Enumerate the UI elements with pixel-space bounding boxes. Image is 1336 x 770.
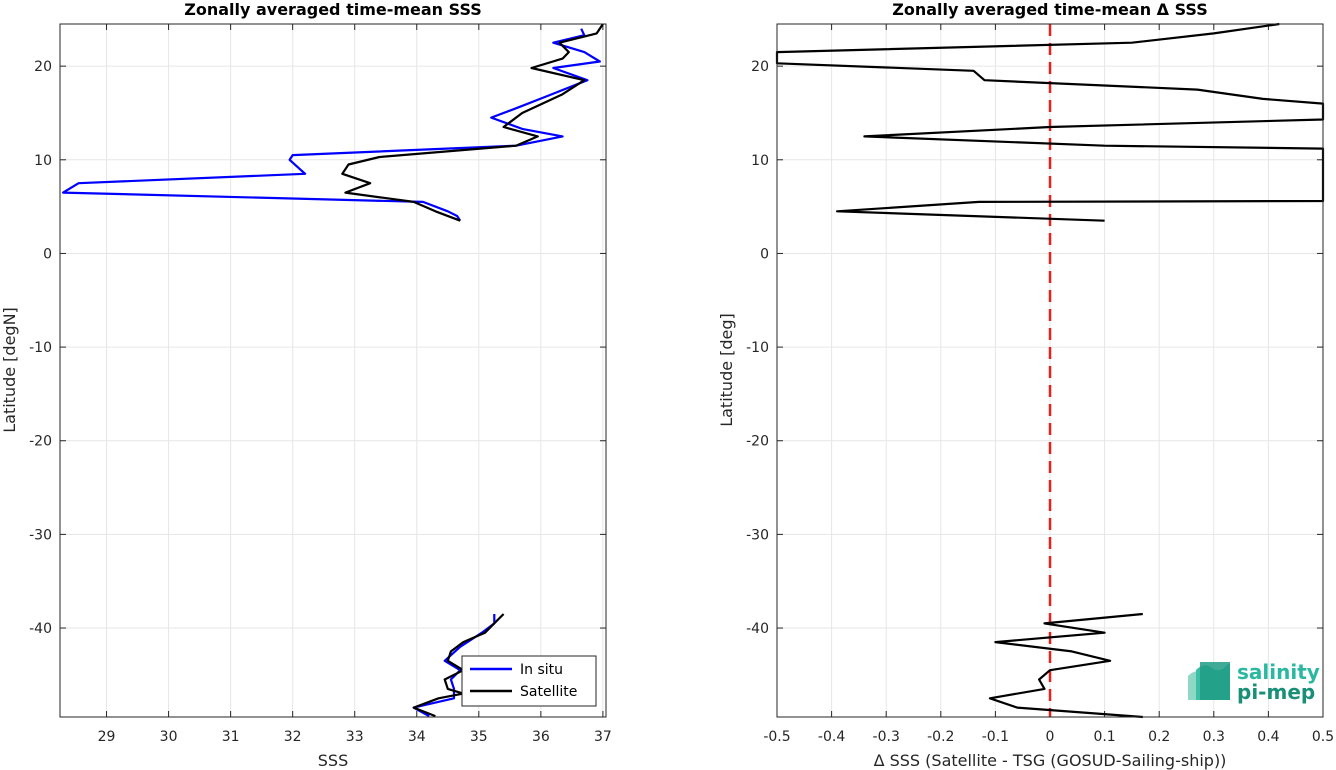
left-x-tick-label: 37 (594, 729, 612, 745)
logo-line1: salinity (1237, 660, 1320, 684)
right-y-tick-label: 10 (751, 153, 769, 169)
right-chart-title: Zonally averaged time-mean Δ SSS (892, 0, 1208, 19)
left-series-line-satellite-3 (412, 613, 505, 718)
left-series-line-in-situ-2 (412, 614, 496, 718)
right-x-tick-label: 0.4 (1257, 729, 1279, 745)
left-x-tick-label: 33 (346, 729, 364, 745)
right-x-tick-label: -0.5 (763, 729, 790, 745)
legend: In situ Satellite (461, 655, 597, 707)
right-series-line-delta-1 (988, 612, 1143, 719)
left-x-tick-label: 29 (98, 729, 116, 745)
left-y-tick-label: -20 (29, 434, 52, 450)
left-ticks: 29 30 31 32 33 34 35 36 37 20 10 0 -10 -20 -30 -40 (29, 24, 612, 745)
left-chart-title: Zonally averaged time-mean SSS (184, 0, 482, 19)
left-x-tick-label: 32 (284, 729, 302, 745)
right-y-tick-label: 0 (760, 246, 769, 262)
left-panel: Zonally averaged time-mean SSS 29 30 31 32 3… (0, 0, 612, 770)
right-y-tick-label: 20 (751, 59, 769, 75)
left-y-tick-label: 10 (34, 153, 52, 169)
logo-line2: pi-mep (1237, 680, 1315, 704)
right-x-tick-label: -0.4 (818, 729, 845, 745)
left-x-axis-label: SSS (318, 751, 348, 770)
left-x-tick-label: 30 (160, 729, 178, 745)
right-x-tick-label: 0.3 (1203, 729, 1225, 745)
right-x-tick-label: -0.3 (873, 729, 900, 745)
right-y-tick-label: -10 (746, 340, 769, 356)
right-ticks: -0.5 -0.4 -0.3 -0.2 -0.1 0 0.1 0.2 0.3 0.4 0.5 20 10… (746, 24, 1334, 745)
right-x-axis-label: Δ SSS (Satellite - TSG (GOSUD-Sailing-sh… (874, 751, 1227, 770)
right-x-tick-label: 0.5 (1312, 729, 1334, 745)
right-x-tick-label: 0.2 (1148, 729, 1170, 745)
legend-box (461, 655, 597, 707)
left-y-tick-label: -10 (29, 340, 52, 356)
right-y-axis-label: Latitude [deg] (717, 313, 736, 427)
left-plot-area (60, 24, 606, 717)
left-series-line-satellite-1 (341, 23, 604, 222)
right-x-tick-label: -0.2 (927, 729, 954, 745)
right-x-tick-label: 0 (1046, 729, 1055, 745)
left-axes-box (59, 23, 607, 718)
wave-logo-icon (1188, 662, 1230, 700)
left-grid (60, 24, 606, 717)
salinity-pi-mep-logo: salinity pi-mep (1188, 660, 1320, 704)
right-x-tick-label: 0.1 (1093, 729, 1115, 745)
right-x-tick-label: -0.1 (982, 729, 1009, 745)
left-y-tick-label: 0 (43, 246, 52, 262)
left-x-tick-label: 31 (222, 729, 240, 745)
left-series-line-in-situ-0 (62, 28, 601, 222)
left-y-axis-label: Latitude [degN] (0, 307, 19, 433)
left-y-tick-label: -40 (29, 621, 52, 637)
legend-entry-satellite: Satellite (520, 684, 577, 700)
legend-entry-in-situ: In situ (520, 662, 563, 678)
left-series (62, 23, 604, 718)
left-y-tick-label: -30 (29, 527, 52, 543)
right-panel: Zonally averaged time-mean Δ SSS -0.5 -0.… (717, 0, 1334, 770)
left-x-tick-label: 35 (470, 729, 488, 745)
left-x-tick-label: 36 (532, 729, 550, 745)
left-x-tick-label: 34 (408, 729, 426, 745)
left-y-tick-label: 20 (34, 59, 52, 75)
right-y-tick-label: -20 (746, 434, 769, 450)
right-axes-box (776, 23, 1324, 718)
right-y-tick-label: -40 (746, 621, 769, 637)
right-y-tick-label: -30 (746, 527, 769, 543)
